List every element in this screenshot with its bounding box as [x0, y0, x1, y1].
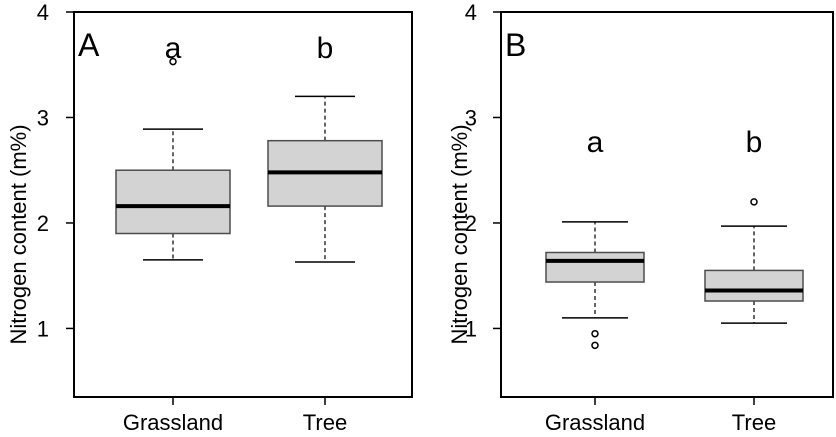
iqr-box-b-tree — [704, 269, 804, 302]
outlier-point-a-grassland-0 — [169, 57, 177, 66]
significance-letter-b-tree: b — [746, 126, 763, 159]
y-tick-label-b-4: 4 — [465, 0, 477, 25]
plot-frame-a — [73, 11, 413, 398]
panel-label-a: A — [78, 27, 100, 63]
significance-letter-b-grassland: a — [587, 126, 604, 159]
box-b-tree: b Tree — [704, 126, 804, 435]
box-a-tree: b Tree — [267, 32, 383, 435]
box-b-grassland: a Grassland — [545, 126, 645, 435]
y-tick-label-a-1: 1 — [37, 316, 49, 341]
outlier-point-b-grassland-1 — [591, 341, 599, 350]
y-axis-label-b: Nitrogen content (m%) — [447, 124, 472, 344]
iqr-box-b-grassland — [545, 251, 645, 283]
box-a-grassland: a Grassland — [115, 32, 231, 435]
y-tick-label-a-3: 3 — [37, 105, 49, 130]
y-tick-label-b-2: 2 — [465, 211, 477, 236]
panel-b: 1 2 3 4 Nitrogen content (m%) Ba Grassland b Tre… — [447, 0, 834, 435]
y-tick-label-b-3: 3 — [465, 105, 477, 130]
outlier-point-b-tree-0 — [750, 198, 758, 206]
x-tick-label-b-tree: Tree — [732, 410, 776, 435]
x-tick-label-a-tree: Tree — [303, 410, 347, 435]
y-tick-label-a-4: 4 — [37, 0, 49, 25]
significance-letter-a-grassland: a — [165, 32, 182, 65]
panel-a: 1 2 3 4 Nitrogen content (m%) A a Grassland b Tre… — [6, 0, 413, 435]
y-tick-label-b-1: 1 — [465, 316, 477, 341]
x-tick-label-b-grassland: Grassland — [545, 410, 645, 435]
significance-letter-a-tree: b — [317, 32, 334, 65]
y-tick-label-a-2: 2 — [37, 211, 49, 236]
outlier-point-b-grassland-0 — [591, 329, 599, 338]
x-tick-label-a-grassland: Grassland — [123, 410, 223, 435]
plot-frame-b — [500, 11, 834, 398]
y-axis-label-a: Nitrogen content (m%) — [6, 124, 31, 344]
iqr-box-a-grassland — [115, 169, 231, 235]
panel-label-b: B — [505, 27, 526, 63]
